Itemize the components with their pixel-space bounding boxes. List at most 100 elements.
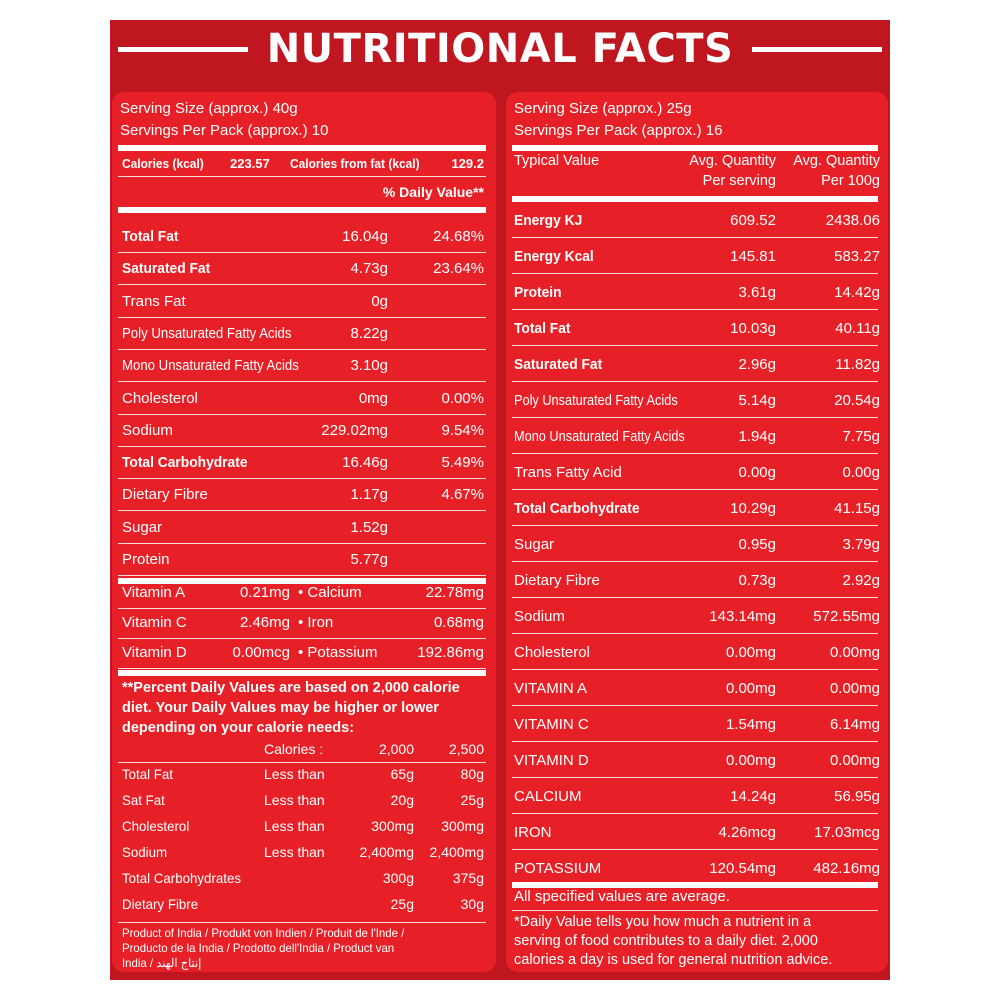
nutrient-name: IRON: [514, 824, 552, 841]
right-panel: Serving Size (approx.) 25g Servings Per P…: [506, 92, 888, 972]
ref-name: Cholesterol: [122, 818, 190, 834]
divider-thick: [512, 882, 878, 888]
ref-condition: Less than: [264, 792, 325, 808]
divider: [512, 910, 878, 911]
per-100g-value: 56.95g: [834, 788, 880, 805]
nutrient-qty: 16.04g: [342, 228, 388, 245]
nutrient-qty: 4.73g: [350, 260, 388, 278]
per-serving-value: 120.54mg: [709, 860, 776, 877]
row-divider: [118, 413, 486, 415]
ref-name: Total Fat: [122, 766, 174, 782]
row-divider: [118, 316, 486, 318]
nutrient-name: Saturated Fat: [514, 356, 603, 373]
nutrient-dv: 23.64%: [433, 260, 484, 278]
nutrient-qty: 5.77g: [350, 551, 388, 568]
per-100g-value: 583.27: [834, 248, 880, 265]
origin-line: Product of India / Produkt von Indien / …: [122, 926, 405, 940]
nutrient-name: VITAMIN C: [514, 716, 589, 733]
ref-2000: 25g: [390, 896, 414, 912]
ref-2500: 25g: [460, 792, 484, 808]
vitamin-name: Vitamin C: [122, 614, 187, 631]
nutrient-qty: 0g: [371, 292, 388, 310]
servings-per-pack: Servings Per Pack (approx.) 16: [514, 122, 723, 139]
row-divider: [512, 489, 878, 490]
nutrient-name: Saturated Fat: [122, 260, 211, 278]
divider-thick: [118, 578, 486, 584]
nutrient-name: Total Fat: [514, 320, 571, 337]
ref-2000-header: 2,000: [378, 741, 414, 757]
per-serving-value: 0.00g: [738, 464, 776, 481]
row-divider: [512, 813, 878, 814]
nutrient-name: Cholesterol: [514, 644, 590, 661]
vitamin-value: 0.00mcg: [232, 644, 290, 661]
divider-thick: [512, 196, 878, 202]
col-100-2: Per 100g: [821, 173, 880, 189]
nutrient-name: Sodium: [122, 421, 173, 439]
mineral-value: 0.68mg: [433, 614, 484, 631]
ref-calories-label: Calories :: [264, 741, 324, 757]
per-serving-value: 0.00mg: [725, 752, 776, 769]
per-serving-value: 1.54mg: [725, 716, 776, 733]
vitamin-value: 0.21mg: [239, 584, 290, 601]
nutrient-name: Dietary Fibre: [514, 572, 600, 589]
per-100g-value: 41.15g: [834, 500, 880, 517]
nutrient-name: Total Carbohydrate: [514, 500, 640, 517]
nutrient-name: Poly Unsaturated Fatty Acids: [514, 392, 678, 409]
nutrient-name: Mono Unsaturated Fatty Acids: [122, 357, 299, 375]
per-100g-value: 17.03mcg: [814, 824, 880, 841]
per-serving-value: 0.00mg: [725, 680, 776, 697]
nutrient-name: Trans Fat: [122, 292, 186, 310]
per-100g-value: 2.92g: [842, 572, 880, 589]
left-panel: Serving Size (approx.) 40g Servings Per P…: [112, 92, 496, 972]
ref-2000: 65g: [390, 766, 414, 782]
per-serving-value: 2.96g: [738, 356, 776, 373]
row-divider: [118, 348, 486, 350]
row-divider: [512, 777, 878, 778]
calories-value: 223.57: [230, 156, 270, 171]
row-divider: [118, 542, 486, 544]
per-serving-value: 145.81: [730, 248, 776, 265]
ref-2500: 300mg: [441, 818, 484, 834]
per-serving-value: 609.52: [730, 212, 776, 229]
nutrient-dv: 5.49%: [441, 454, 484, 472]
per-100g-value: 20.54g: [834, 392, 880, 409]
divider-thick: [512, 145, 878, 151]
dv-note-line: calories a day is used for general nutri…: [514, 952, 833, 968]
nutrient-qty: 1.52g: [350, 518, 388, 536]
per-100g-value: 40.11g: [835, 320, 880, 337]
row-divider: [118, 381, 486, 383]
per-100g-value: 0.00g: [842, 464, 880, 481]
per-100g-value: 6.14mg: [829, 716, 880, 733]
nutrient-qty: 229.02mg: [321, 421, 388, 439]
per-100g-value: 572.55mg: [813, 608, 880, 625]
per-serving-value: 143.14mg: [709, 608, 776, 625]
nutrient-name: Sodium: [514, 608, 565, 625]
nutrient-dv: 0.00%: [441, 389, 484, 407]
calories-label: Calories (kcal): [122, 156, 204, 171]
ref-2500: 30g: [460, 896, 484, 912]
nutrient-name: Protein: [122, 551, 170, 568]
nutrient-dv: 9.54%: [441, 421, 484, 439]
row-divider: [512, 453, 878, 454]
divider-thick: [118, 670, 486, 676]
row-divider: [118, 668, 486, 669]
footnote-line: depending on your calorie needs:: [122, 720, 355, 736]
nutrient-name: Mono Unsaturated Fatty Acids: [514, 428, 685, 445]
nutrient-name: POTASSIUM: [514, 860, 602, 877]
ref-condition: Less than: [264, 766, 325, 782]
row-divider: [118, 608, 486, 609]
nutrient-name: CALCIUM: [514, 788, 582, 805]
nutrient-name: Sugar: [122, 518, 163, 536]
serving-size: Serving Size (approx.) 40g: [120, 100, 298, 117]
per-serving-value: 3.61g: [738, 284, 776, 301]
row-divider: [512, 273, 878, 274]
footnote-line: **Percent Daily Values are based on 2,00…: [122, 680, 460, 696]
ref-2500: 80g: [460, 766, 484, 782]
row-divider: [512, 345, 878, 346]
row-divider: [118, 638, 486, 639]
col-100-1: Avg. Quantity: [793, 153, 880, 169]
per-100g-value: 2438.06: [825, 212, 880, 229]
per-100g-value: 482.16mg: [813, 860, 880, 877]
ref-condition: Less than: [264, 818, 325, 834]
row-divider: [512, 705, 878, 706]
